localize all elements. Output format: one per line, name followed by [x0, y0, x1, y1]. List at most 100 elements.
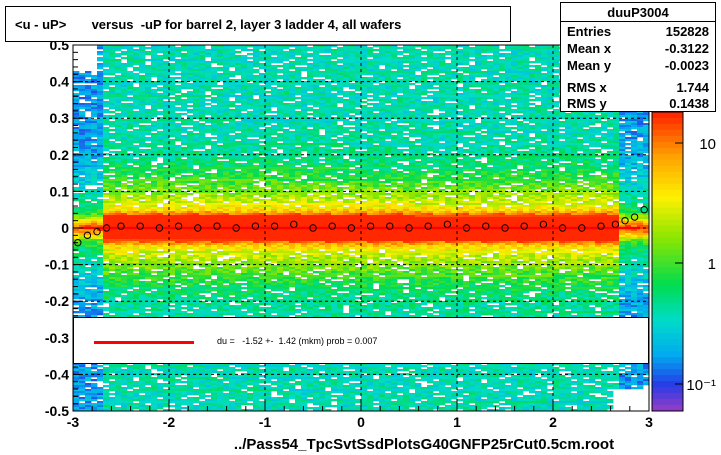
heatmap-cell	[271, 131, 278, 134]
heatmap-cell	[211, 105, 218, 108]
heatmap-cell	[169, 263, 176, 266]
heatmap-cell	[73, 173, 80, 176]
heatmap-cell	[169, 285, 176, 288]
heatmap-cell	[115, 89, 122, 92]
heatmap-cell	[187, 145, 194, 148]
heatmap-cell	[79, 223, 86, 226]
heatmap-cell	[175, 123, 182, 126]
heatmap-cell	[259, 193, 266, 196]
heatmap-cell	[157, 149, 164, 152]
heatmap-cell	[145, 299, 152, 302]
heatmap-cell	[277, 197, 284, 200]
heatmap-cell	[139, 233, 146, 236]
heatmap-cell	[163, 161, 170, 164]
heatmap-cell	[73, 229, 80, 232]
heatmap-cell	[115, 53, 122, 56]
heatmap-cell	[193, 141, 200, 144]
heatmap-cell	[91, 95, 98, 98]
heatmap-cell	[139, 369, 146, 372]
heatmap-cell	[205, 277, 212, 280]
heatmap-cell	[241, 133, 248, 136]
heatmap-cell	[79, 391, 86, 394]
heatmap-cell	[193, 373, 200, 376]
heatmap-cell	[79, 147, 86, 150]
heatmap-cell	[235, 295, 242, 298]
heatmap-cell	[121, 207, 128, 210]
heatmap-cell	[163, 239, 170, 242]
heatmap-cell	[73, 371, 80, 374]
heatmap-cell	[121, 53, 128, 56]
heatmap-cell	[259, 279, 266, 282]
heatmap-cell	[139, 79, 146, 82]
heatmap-cell	[127, 97, 134, 100]
heatmap-cell	[199, 133, 206, 136]
heatmap-cell	[235, 379, 242, 382]
heatmap-cell	[109, 157, 116, 160]
heatmap-cell	[157, 261, 164, 264]
heatmap-cell	[241, 305, 248, 308]
heatmap-cell	[91, 373, 98, 376]
heatmap-cell	[103, 51, 110, 54]
heatmap-cell	[229, 193, 236, 196]
heatmap-cell	[187, 97, 194, 100]
heatmap-cell	[241, 177, 248, 180]
heatmap-cell	[223, 177, 230, 180]
heatmap-cell	[187, 315, 194, 318]
heatmap-cell	[193, 271, 200, 274]
heatmap-cell	[157, 131, 164, 134]
heatmap-cell	[223, 233, 230, 236]
heatmap-cell	[79, 251, 86, 254]
heatmap-cell	[277, 161, 284, 164]
heatmap-cell	[151, 91, 158, 94]
heatmap-cell	[223, 403, 230, 406]
heatmap-cell	[85, 91, 92, 94]
heatmap-cell	[121, 175, 128, 178]
heatmap-cell	[217, 273, 224, 276]
heatmap-cell	[121, 291, 128, 294]
heatmap-cell	[247, 279, 254, 282]
heatmap-cell	[235, 285, 242, 288]
heatmap-cell	[109, 245, 116, 248]
heatmap-cell	[91, 397, 98, 400]
heatmap-cell	[265, 67, 272, 70]
heatmap-cell	[103, 231, 110, 234]
heatmap-cell	[157, 189, 164, 192]
heatmap-cell	[193, 229, 200, 232]
heatmap-cell	[187, 127, 194, 130]
heatmap-cell	[163, 215, 170, 218]
heatmap-cell	[115, 97, 122, 100]
heatmap-cell	[133, 397, 140, 400]
heatmap-cell	[253, 409, 260, 411]
heatmap-cell	[127, 311, 134, 314]
heatmap-cell	[175, 385, 182, 388]
heatmap-cell	[73, 167, 80, 170]
heatmap-cell	[163, 303, 170, 306]
heatmap-cell	[187, 245, 194, 248]
heatmap-cell	[109, 221, 116, 224]
heatmap-cell	[73, 297, 80, 300]
heatmap-cell	[139, 217, 146, 220]
heatmap-cell	[265, 281, 272, 284]
heatmap-cell	[175, 273, 182, 276]
heatmap-cell	[175, 199, 182, 202]
heatmap-cell	[181, 49, 188, 52]
heatmap-cell	[121, 283, 128, 286]
heatmap-cell	[85, 151, 92, 154]
heatmap-cell	[151, 387, 158, 390]
heatmap-cell	[211, 125, 218, 128]
heatmap-cell	[121, 401, 128, 404]
heatmap-cell	[109, 315, 116, 318]
heatmap-cell	[229, 163, 236, 166]
heatmap-cell	[91, 153, 98, 156]
heatmap-cell	[103, 385, 110, 388]
heatmap-cell	[151, 127, 158, 130]
heatmap-cell	[241, 125, 248, 128]
heatmap-cell	[253, 215, 260, 218]
heatmap-cell	[151, 51, 158, 54]
heatmap-cell	[181, 151, 188, 154]
heatmap-cell	[145, 295, 152, 298]
heatmap-cell	[229, 367, 236, 370]
heatmap-cell	[115, 207, 122, 210]
heatmap-cell	[121, 153, 128, 156]
heatmap-cell	[175, 169, 182, 172]
